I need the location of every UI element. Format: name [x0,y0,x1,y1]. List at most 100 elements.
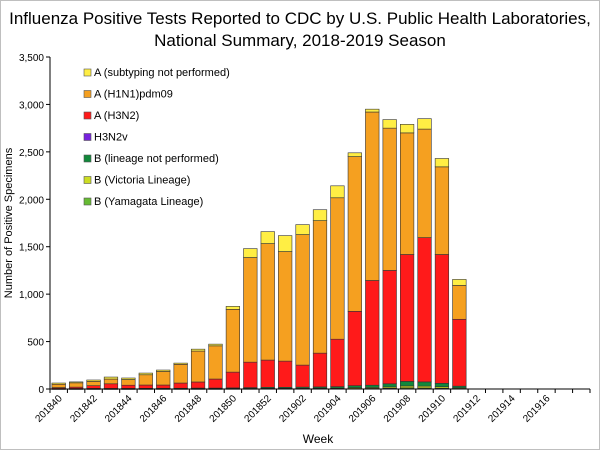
bar-segment-201845-5 [138,374,153,386]
bar-segment-201905-5 [347,156,362,312]
bar-segment-201846-4 [156,384,171,389]
bar-segment-201843-5 [103,378,119,385]
legend-swatch [83,197,92,206]
bar-segment-201903-4 [312,352,328,388]
bar-segment-201843-6 [103,376,119,380]
legend-label: B (Yamagata Lineage) [94,196,203,208]
bar-segment-201909-2 [417,381,432,387]
bar-segment-201901-4 [278,360,293,388]
bar-segment-201849-5 [208,345,223,380]
bar-segment-201850-6 [225,306,240,310]
bar-segment-201847-4 [173,382,188,389]
bar-segment-201844-5 [121,379,136,386]
legend-label: H3N2v [94,132,128,144]
bar-segment-201905-6 [347,152,362,157]
x-tick-label: 201904 [312,393,344,425]
y-axis-label: Number of Positive Specimens [3,147,15,298]
legend-label: B (Victoria Lineage) [94,175,190,187]
bar-segment-201842-4 [86,385,101,389]
bar-segment-201848-5 [190,350,206,383]
x-tick-label: 201902 [277,393,309,425]
bar-segment-201908-4 [400,254,415,382]
bar-segment-201902-4 [295,364,310,388]
bar-segment-201907-6 [382,119,397,129]
x-tick-label: 201908 [382,393,414,425]
bar-segment-201852-4 [260,359,275,388]
bar-segment-201841-5 [69,382,84,388]
bar-segment-201906-6 [365,108,380,113]
bar-segment-201908-6 [400,124,415,134]
bar-segment-201908-2 [400,381,415,387]
legend-swatch [83,68,92,77]
bar-segment-201840-6 [51,382,66,385]
y-tick-label: 2,000 [19,195,44,206]
bar-segment-201846-6 [156,369,171,372]
bar-segment-201901-5 [278,251,293,362]
x-tick-label: 201842 [68,393,100,425]
bar-segment-201910-6 [434,158,450,168]
x-tick-label: 201912 [452,393,484,425]
x-tick-label: 201910 [417,393,449,425]
bar-segment-201907-5 [382,127,397,271]
legend-label: A (H3N2) [94,110,139,122]
bar-segment-201904-6 [330,185,345,199]
y-tick-label: 3,000 [19,100,44,111]
bar-segment-201850-5 [225,309,240,373]
y-tick-label: 500 [27,338,44,349]
bar-segment-201852-5 [260,243,275,361]
bar-segment-201842-6 [86,379,101,382]
bar-segment-201911-6 [452,279,467,286]
x-tick-label: 201844 [103,393,135,425]
x-tick-label: 201916 [521,393,553,425]
x-tick-label: 201846 [138,393,170,425]
bar-segment-201845-6 [138,372,153,376]
legend-swatch [83,111,92,120]
bar-segment-201848-4 [190,381,206,389]
bar-segment-201909-5 [417,128,432,238]
bar-segment-201905-4 [347,311,362,386]
bar-segment-201847-6 [173,362,188,365]
legend-swatch [83,154,92,163]
bar-segment-201910-2 [434,383,450,388]
bar-segment-201850-4 [225,371,240,389]
bar-segment-201852-6 [260,231,275,244]
bar-segment-201851-5 [243,257,258,363]
bar-segment-201851-4 [243,361,258,388]
bar-segment-201849-6 [208,343,223,347]
bar-segment-201846-5 [156,371,171,386]
bar-segment-201911-4 [452,318,467,387]
bar-segment-201901-6 [278,235,293,252]
y-tick-label: 2,500 [19,148,44,159]
bar-segment-201904-5 [330,197,345,340]
legend-swatch [83,133,92,141]
y-tick-label: 0 [38,385,44,396]
y-tick-label: 1,500 [19,243,44,254]
bar-segment-201840-5 [51,383,66,388]
bar-segment-201848-6 [190,348,206,352]
legend-label: B (lineage not performed) [94,153,219,165]
y-tick-label: 3,500 [19,53,44,64]
legend-label: A (H1N1)pdm09 [94,89,173,101]
bar-segment-201851-6 [243,248,258,258]
x-tick-label: 201852 [242,393,274,425]
x-tick-label: 201850 [208,393,240,425]
bar-segment-201902-6 [295,224,310,235]
bar-segment-201907-2 [382,383,397,388]
bar-segment-201906-5 [365,111,380,281]
bar-segment-201910-5 [434,166,450,255]
bar-segment-201841-6 [69,381,84,384]
x-tick-label: 201914 [486,393,518,425]
y-tick-label: 1,000 [19,290,44,301]
bar-segment-201849-4 [208,378,223,389]
legend-swatch [83,90,92,98]
bar-segment-201908-5 [400,132,415,255]
bar-segment-201906-2 [365,384,380,388]
bar-segment-201842-5 [86,381,101,386]
bar-segment-201909-6 [417,118,432,130]
bar-segment-201845-4 [138,384,153,389]
bar-segment-201843-4 [103,383,119,389]
bar-segment-201904-4 [330,338,345,387]
bar-segment-201907-4 [382,270,397,385]
x-axis-label: Week [303,432,334,446]
